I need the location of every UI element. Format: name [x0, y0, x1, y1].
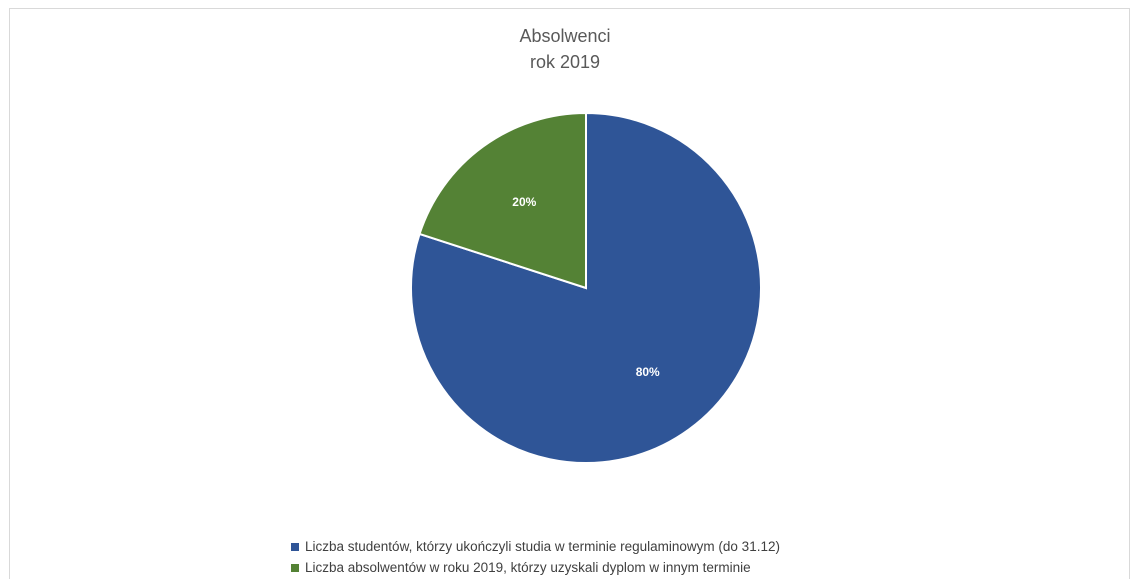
data-label-other-term: 20%: [512, 195, 536, 209]
legend-swatch-other-term: [291, 563, 299, 572]
chart-title: Absolwenci: [519, 26, 611, 46]
pie-slice-other-term: [418, 111, 587, 290]
chart-subtitle: rok 2019: [529, 52, 601, 72]
legend-swatch-on-time: [291, 542, 299, 551]
data-label-on-time: 80%: [636, 365, 660, 379]
legend: Liczba studentów, którzy ukończyli studi…: [291, 536, 780, 578]
legend-item-other-term: Liczba absolwentów w roku 2019, którzy u…: [291, 557, 780, 578]
legend-label-on-time: Liczba studentów, którzy ukończyli studi…: [305, 539, 780, 554]
legend-label-other-term: Liczba absolwentów w roku 2019, którzy u…: [305, 560, 751, 575]
legend-item-on-time: Liczba studentów, którzy ukończyli studi…: [291, 536, 780, 557]
